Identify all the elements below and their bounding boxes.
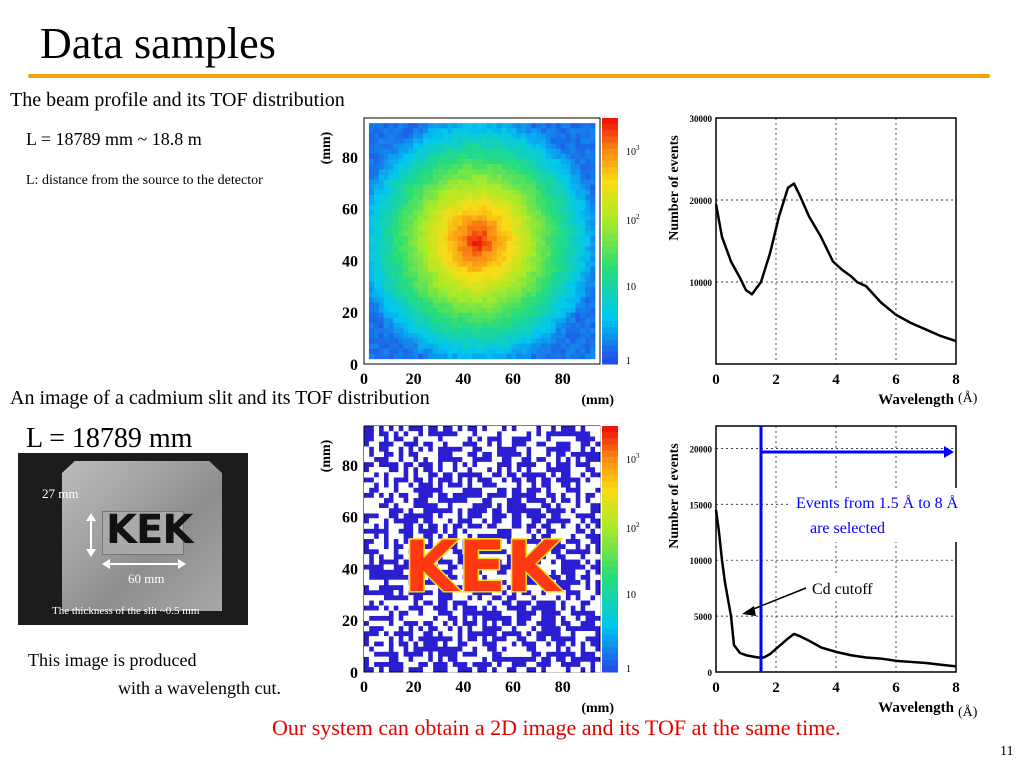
x-unit-label: (Å) (958, 390, 978, 406)
section2-heading: An image of a cadmium slit and its TOF d… (10, 387, 430, 409)
colorbar-tick-label: 103 (626, 144, 640, 158)
image-note-line1: This image is produced (28, 650, 197, 670)
x-tick-label: 8 (952, 372, 960, 388)
x-tick-label: 20 (406, 679, 422, 696)
tof-series-line (714, 509, 957, 668)
conclusion-text: Our system can obtain a 2D image and its… (272, 715, 841, 740)
page-number: 11 (1000, 744, 1014, 759)
slit-window (102, 511, 184, 555)
y-tick-label: 80 (342, 150, 358, 167)
y-tick-label: 10000 (690, 556, 713, 566)
cutoff-arrow-head (742, 606, 756, 616)
slit-letters: KEK (106, 507, 193, 553)
kek-image-letters: KEK (404, 526, 563, 608)
y-axis-label: Number of events (667, 135, 682, 241)
x-tick-label: 60 (505, 371, 521, 388)
x-unit-label: (Å) (958, 704, 978, 720)
x-tick-label: 80 (555, 371, 571, 388)
cutoff-arrow-line (745, 587, 807, 613)
x-tick-label: 6 (892, 680, 900, 696)
x-axis-label: Wavelength (878, 700, 954, 716)
x-tick-label: 6 (892, 372, 900, 388)
y-tick-label: 60 (342, 202, 358, 219)
colorbar-tick-label: 102 (626, 521, 640, 535)
x-tick-label: 2 (772, 372, 780, 388)
y-tick-label: 20000 (690, 196, 713, 206)
y-tick-label: 0 (350, 357, 358, 374)
annotation-background (790, 488, 962, 542)
title-underline (28, 74, 990, 78)
y-axis-label: (mm) (319, 131, 334, 164)
colorbar (602, 118, 618, 365)
y-tick-label: 5000 (694, 612, 713, 622)
section1-heading: The beam profile and its TOF distributio… (10, 89, 345, 111)
y-axis-label: Number of events (667, 443, 682, 549)
y-tick-label: 20000 (690, 444, 713, 454)
x-tick-label: 40 (455, 371, 471, 388)
x-axis-label: Wavelength (878, 392, 954, 408)
image-note-line2: with a wavelength cut. (118, 678, 281, 698)
annotation-selected-line1: Events from 1.5 Å to 8 Å (796, 494, 959, 512)
annotation-cutoff: Cd cutoff (812, 581, 873, 598)
colorbar-tick-label: 10 (626, 590, 636, 601)
distance-label-2: L = 18789 mm (26, 423, 193, 454)
annotation-selected-line2: are selected (810, 520, 885, 537)
y-tick-label: 20 (342, 613, 358, 630)
x-tick-label: 4 (832, 372, 840, 388)
heatmap-cells (364, 426, 601, 673)
y-tick-label: 15000 (690, 500, 713, 510)
x-tick-label: 8 (952, 680, 960, 696)
tof-series-line (714, 182, 957, 343)
beam-tof-chart: 0 2 4 6 8 10000 20000 30000 Wavelength Number of … (667, 114, 978, 408)
colorbar-tick-label: 1 (626, 664, 631, 675)
thickness-note: The thickness of the slit ~0.5 mm (52, 605, 200, 617)
colorbar (602, 426, 618, 673)
cadmium-slit-photo: KEK 27 mm 60 mm The thickness of the sli… (18, 453, 248, 625)
colorbar-tick-label: 102 (626, 213, 640, 227)
x-tick-label: 0 (712, 372, 720, 388)
distance-note: L: distance from the source to the detec… (26, 173, 263, 188)
x-tick-label: 80 (555, 679, 571, 696)
y-tick-label: 60 (342, 510, 358, 527)
slit-image-heatmap: KEK 0 20 40 60 80 0 20 40 60 80 (mm) (mm) 1 10 102 103 (319, 425, 640, 716)
dim-width-arrow (102, 559, 186, 569)
slide-title: Data samples (40, 19, 276, 68)
dim-height-arrow (86, 513, 96, 557)
x-tick-label: 0 (360, 679, 368, 696)
y-tick-label: 10000 (690, 278, 713, 288)
heatmap-cells (368, 123, 596, 360)
y-tick-label: 20 (342, 305, 358, 322)
x-tick-label: 2 (772, 680, 780, 696)
selection-arrow-head (944, 446, 954, 458)
dim-height-label: 27 mm (42, 486, 79, 501)
slit-tof-chart: 0 2 4 6 8 0 5000 10000 15000 20000 Wavelength Numbe… (667, 425, 978, 720)
x-tick-label: 40 (455, 679, 471, 696)
x-tick-label: 20 (406, 371, 422, 388)
y-tick-label: 40 (342, 253, 358, 270)
colorbar-tick-label: 103 (626, 452, 640, 466)
x-axis-label: (mm) (581, 393, 614, 408)
colorbar-tick-label: 10 (626, 282, 636, 293)
x-tick-label: 4 (832, 680, 840, 696)
x-tick-label: 0 (712, 680, 720, 696)
cutoff-label-background (806, 574, 892, 598)
beam-profile-heatmap: 0 20 40 60 80 0 20 40 60 80 (mm) (mm) 1 10 102 103 (319, 117, 640, 408)
y-tick-label: 0 (708, 668, 713, 678)
colorbar-tick-label: 1 (626, 356, 631, 367)
y-tick-label: 80 (342, 458, 358, 475)
y-axis-label: (mm) (319, 439, 334, 472)
dim-width-label: 60 mm (128, 571, 165, 586)
distance-label-1: L = 18789 mm ~ 18.8 m (26, 129, 202, 149)
y-tick-label: 30000 (690, 114, 713, 124)
x-tick-label: 60 (505, 679, 521, 696)
x-axis-label: (mm) (581, 701, 614, 716)
y-tick-label: 0 (350, 665, 358, 682)
x-tick-label: 0 (360, 371, 368, 388)
y-tick-label: 40 (342, 561, 358, 578)
